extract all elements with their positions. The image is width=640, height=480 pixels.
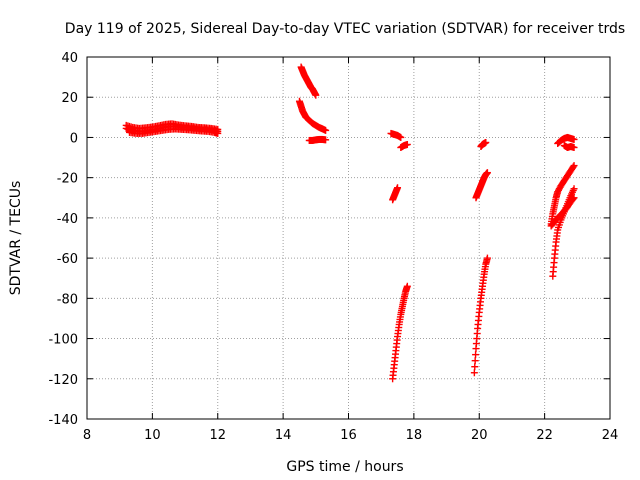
data-point [322,126,330,134]
data-point [470,369,478,377]
x-tick-label: 22 [536,428,553,443]
y-tick-label: -80 [57,292,78,307]
data-point [482,138,490,146]
data-marks [122,63,578,383]
x-tick-label: 10 [144,428,161,443]
data-point [472,351,480,359]
x-tick-label: 12 [209,428,226,443]
x-tick-label: 8 [83,428,91,443]
y-tick-label: 0 [70,131,78,146]
y-tick-label: 40 [61,51,78,66]
data-point [322,136,330,144]
data-point [570,185,578,193]
x-tick-label: 18 [406,428,423,443]
y-tick-label: -20 [57,172,78,187]
data-point [570,194,578,202]
x-tick-label: 14 [275,428,292,443]
data-point [397,133,405,141]
data-point [394,184,402,192]
data-point [403,282,411,290]
data-point [312,91,320,99]
data-point [471,363,479,371]
data-point [214,129,222,137]
axis-ticks: 8 10 12 14 16 18 20 22 24 -140 -120 -100 -80 -60 -40 -2… [48,51,618,443]
data-point [483,254,491,262]
grid [87,57,610,419]
y-tick-label: -60 [57,252,78,267]
x-tick-label: 16 [340,428,357,443]
y-tick-label: -40 [57,212,78,227]
y-tick-label: -140 [48,413,78,428]
data-point [471,357,479,365]
x-tick-label: 20 [471,428,488,443]
data-point [569,195,577,203]
y-axis-label: SDTVAR / TECUs [8,181,24,296]
data-point [570,162,578,170]
data-point [483,169,491,177]
y-tick-label: 20 [61,91,78,106]
chart-title: Day 119 of 2025, Sidereal Day-to-day VTE… [65,21,625,37]
x-tick-label: 24 [602,428,619,443]
y-tick-label: -120 [48,373,78,388]
data-point [403,140,411,148]
data-point [570,135,578,143]
data-point [570,144,578,151]
x-axis-label: GPS time / hours [286,459,403,475]
y-tick-label: -100 [48,333,78,348]
data-point [569,163,577,171]
